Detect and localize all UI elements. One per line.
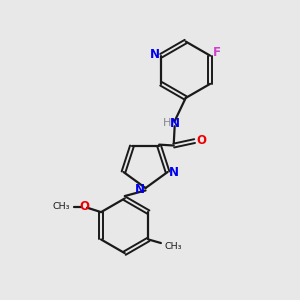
Text: O: O (196, 134, 206, 147)
Text: F: F (213, 46, 221, 59)
Text: N: N (135, 183, 145, 196)
Text: N: N (150, 48, 160, 61)
Text: N: N (169, 166, 178, 178)
Text: O: O (80, 200, 90, 213)
Text: CH₃: CH₃ (164, 242, 182, 250)
Text: N: N (170, 117, 180, 130)
Text: CH₃: CH₃ (52, 202, 70, 211)
Text: H: H (163, 118, 171, 128)
